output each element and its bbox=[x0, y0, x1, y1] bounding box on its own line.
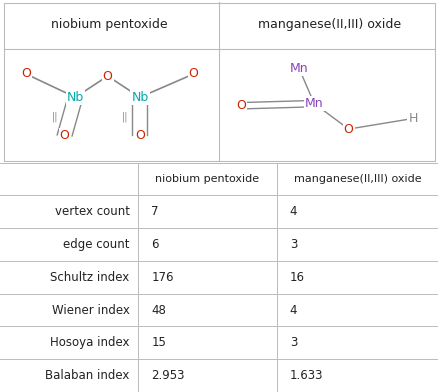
Text: Hosoya index: Hosoya index bbox=[50, 336, 129, 349]
Text: Wiener index: Wiener index bbox=[52, 303, 129, 317]
Text: 3: 3 bbox=[289, 336, 297, 349]
Text: O: O bbox=[21, 67, 31, 80]
Text: O: O bbox=[188, 67, 198, 80]
Text: Mn: Mn bbox=[289, 62, 308, 75]
Text: 48: 48 bbox=[151, 303, 166, 317]
Text: Mn: Mn bbox=[304, 97, 323, 110]
Text: vertex count: vertex count bbox=[54, 205, 129, 218]
Text: 2.953: 2.953 bbox=[151, 369, 184, 382]
Text: niobium pentoxide: niobium pentoxide bbox=[155, 174, 259, 184]
Text: manganese(II,III) oxide: manganese(II,III) oxide bbox=[257, 18, 400, 31]
Text: manganese(II,III) oxide: manganese(II,III) oxide bbox=[293, 174, 420, 184]
Text: O: O bbox=[236, 99, 245, 112]
Text: Balaban index: Balaban index bbox=[45, 369, 129, 382]
Text: 3: 3 bbox=[289, 238, 297, 251]
Text: Nb: Nb bbox=[67, 91, 84, 104]
Text: niobium pentoxide: niobium pentoxide bbox=[51, 18, 168, 31]
Text: H: H bbox=[408, 112, 417, 125]
Text: 15: 15 bbox=[151, 336, 166, 349]
Text: ||: || bbox=[52, 111, 58, 122]
Text: O: O bbox=[134, 129, 145, 142]
Text: O: O bbox=[102, 69, 112, 83]
Text: 7: 7 bbox=[151, 205, 159, 218]
Text: 176: 176 bbox=[151, 271, 173, 284]
Text: O: O bbox=[60, 129, 69, 142]
Text: edge count: edge count bbox=[63, 238, 129, 251]
Text: ||: || bbox=[121, 111, 128, 122]
Text: O: O bbox=[343, 123, 353, 136]
Text: 4: 4 bbox=[289, 303, 297, 317]
Text: 1.633: 1.633 bbox=[289, 369, 322, 382]
Text: Schultz index: Schultz index bbox=[50, 271, 129, 284]
Text: 6: 6 bbox=[151, 238, 159, 251]
Text: 16: 16 bbox=[289, 271, 304, 284]
Text: 4: 4 bbox=[289, 205, 297, 218]
Text: Nb: Nb bbox=[131, 91, 148, 104]
